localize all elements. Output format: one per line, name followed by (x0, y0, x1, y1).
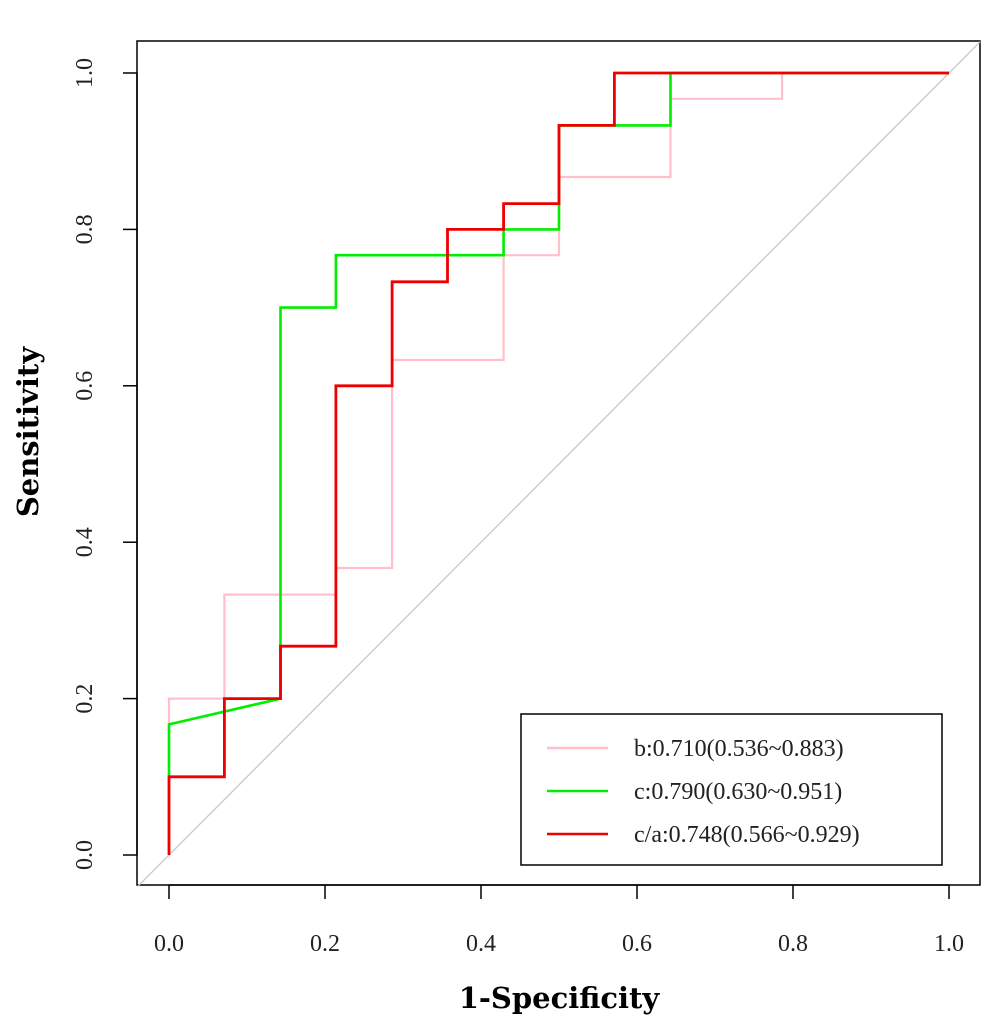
x-tick-label: 0.2 (310, 931, 340, 957)
y-tick-label: 1.0 (72, 58, 98, 88)
y-axis-title: Sensitivity (11, 346, 45, 517)
legend-label: c:0.790(0.630~0.951) (634, 779, 842, 805)
legend: b:0.710(0.536~0.883) c:0.790(0.630~0.951)… (520, 713, 943, 866)
x-tick-label: 0.8 (778, 931, 808, 957)
legend-label: b:0.710(0.536~0.883) (634, 736, 844, 762)
series-line-1 (167, 71, 949, 855)
series-line-3 (167, 71, 949, 855)
y-tick-label: 0.8 (72, 214, 98, 244)
y-tick-label: 0.6 (72, 371, 98, 401)
legend-label: c/a:0.748(0.566~0.929) (634, 822, 860, 848)
y-tick-label: 0.4 (72, 527, 98, 557)
y-tick-label: 0.2 (72, 684, 98, 714)
x-tick-label: 0.0 (154, 931, 184, 957)
x-tick-label: 1.0 (934, 931, 964, 957)
legend-box (520, 713, 943, 866)
x-tick-label: 0.4 (466, 931, 496, 957)
series-group (167, 71, 949, 855)
x-axis-title: 1-Specificity (459, 981, 661, 1015)
y-tick-label: 0.0 (72, 840, 98, 870)
reference-diagonal-line (137, 41, 981, 887)
axes: 0.0 0.2 0.4 0.6 0.8 1.0 0.0 0.2 0.4 0.6 0.8 1.0 (72, 58, 964, 957)
x-tick-label: 0.6 (622, 931, 652, 957)
reference-diagonal (137, 41, 981, 887)
